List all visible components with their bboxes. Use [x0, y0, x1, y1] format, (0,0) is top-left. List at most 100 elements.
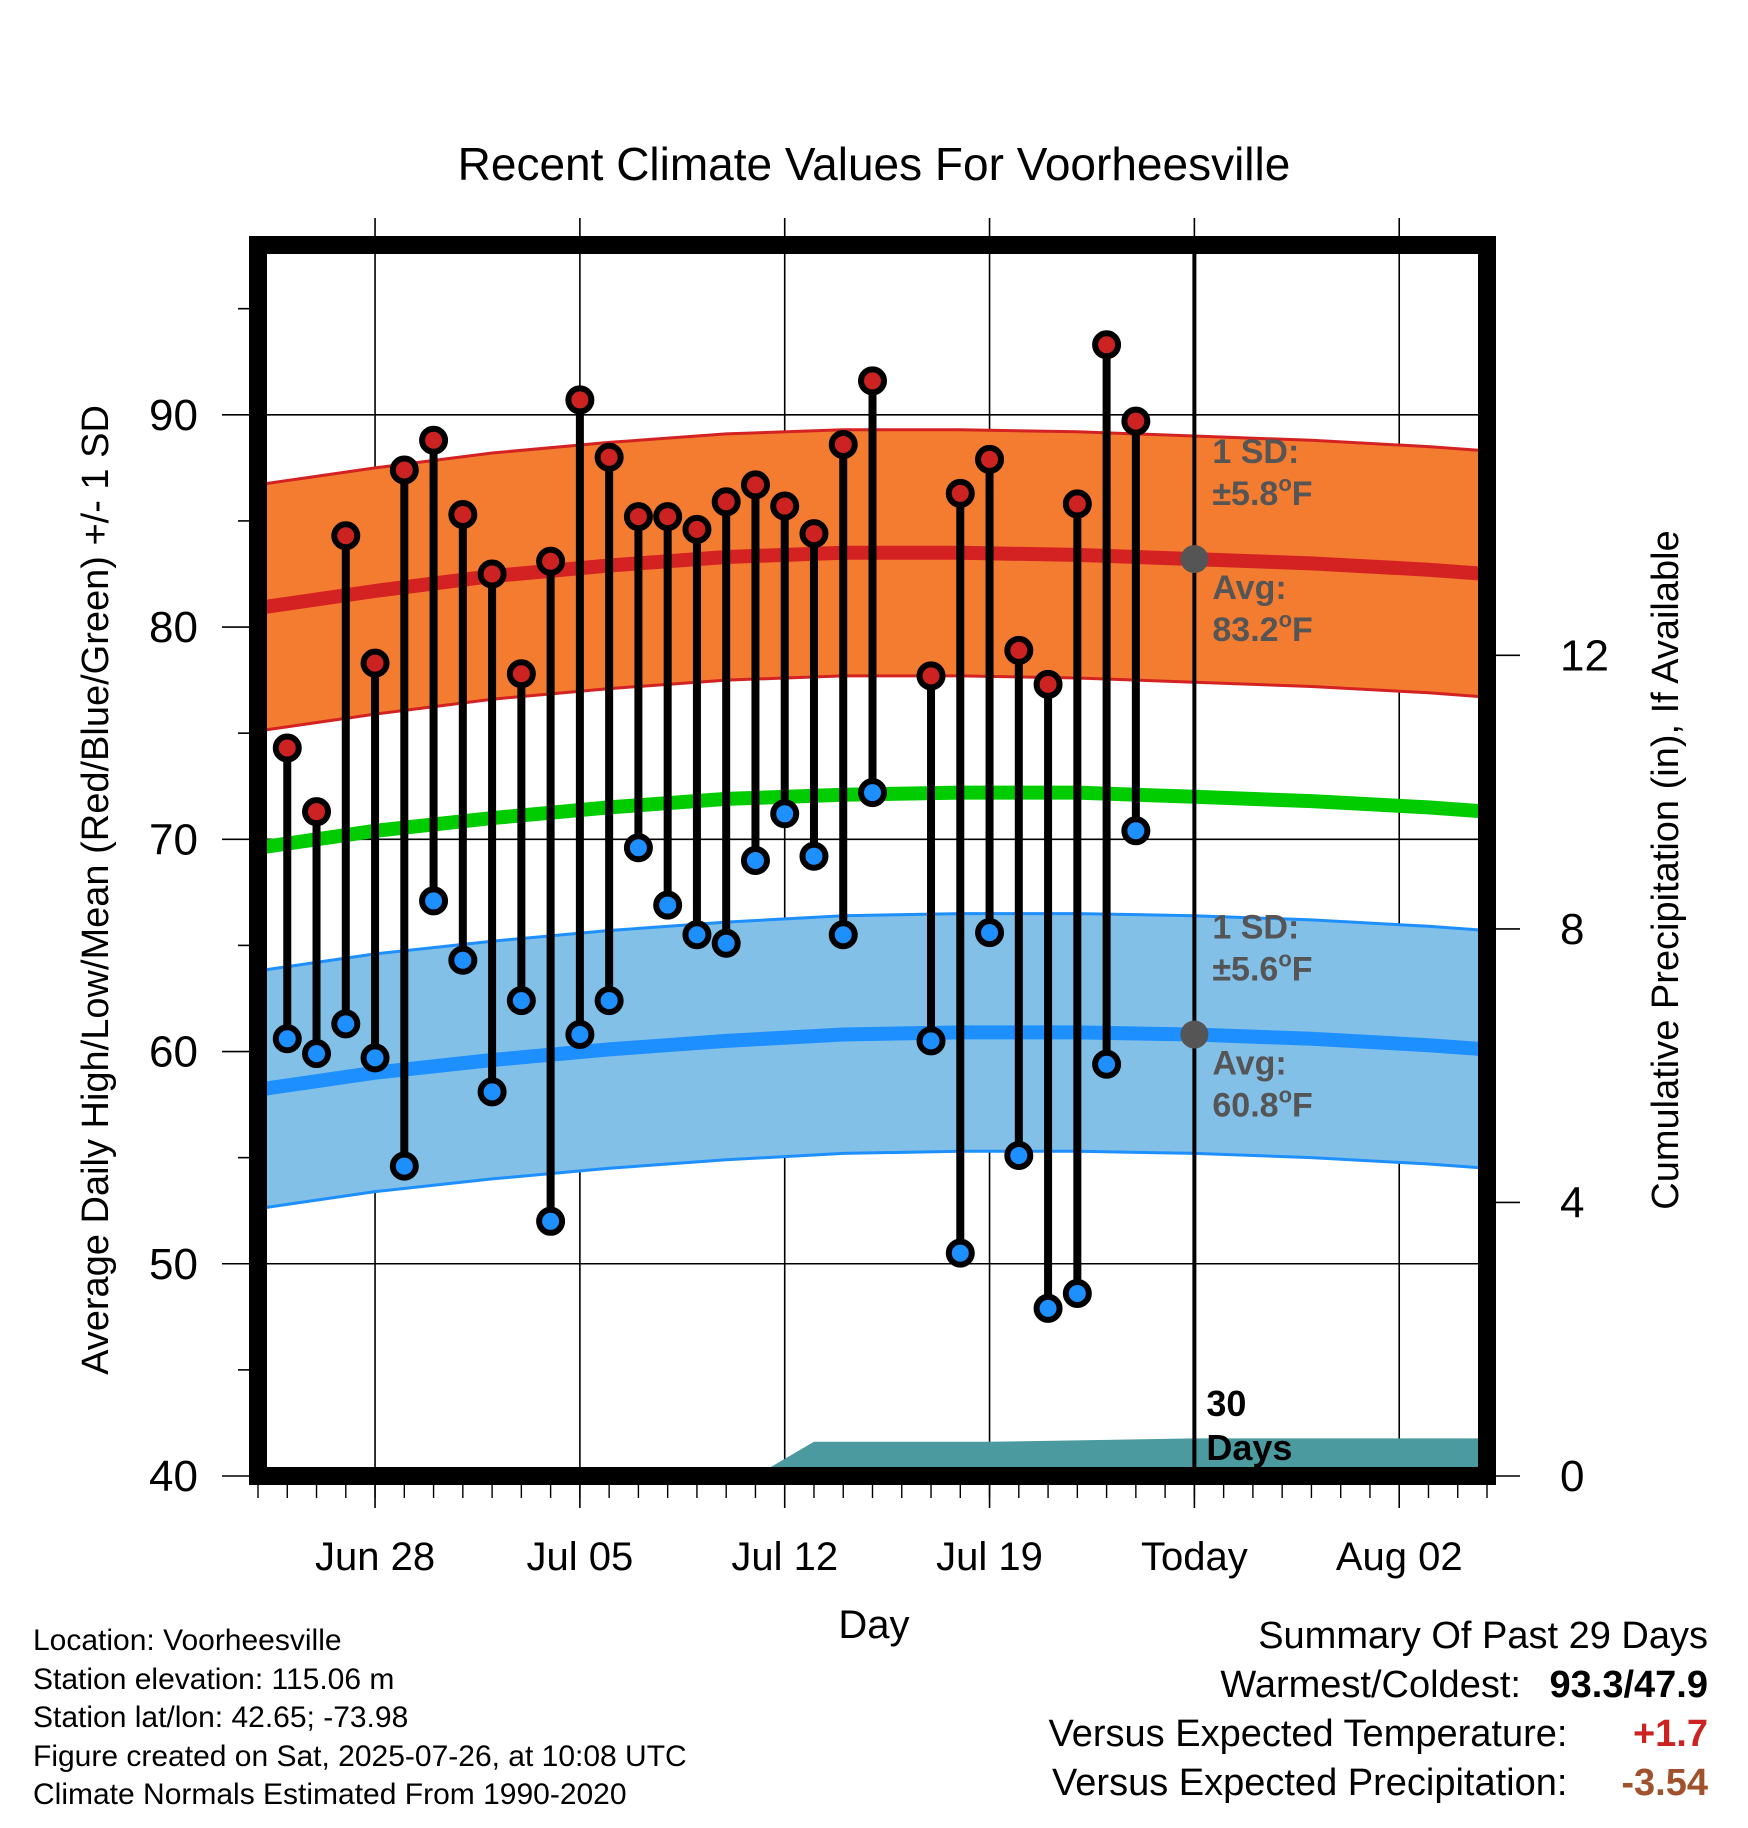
low-point-2025-07-23: [1092, 1049, 1122, 1079]
y-tick-label-60: 60: [149, 1028, 198, 1077]
high-point-2025-07-05: [565, 385, 595, 415]
low-point-2025-07-04: [536, 1206, 566, 1236]
high-normal-line: [258, 545, 1487, 615]
high-point-2025-07-17: [916, 661, 946, 691]
high-point-2025-07-04: [536, 546, 566, 576]
low-point-2025-06-26: [302, 1039, 332, 1069]
high-point-2025-07-08: [653, 502, 683, 532]
high-sd-lower-line: [258, 674, 1487, 733]
high-point-2025-07-10: [711, 487, 741, 517]
location-text: Location: Voorheesville: [33, 1624, 342, 1657]
low-avg-marker: [1180, 1020, 1209, 1049]
low-sd-value: ±5.6oF: [1212, 947, 1312, 989]
y2-tick-label-4: 4: [1560, 1178, 1584, 1227]
low-point-2025-06-29: [389, 1151, 419, 1181]
low-point-2025-07-13: [799, 841, 829, 871]
high-point-2025-07-19: [975, 444, 1005, 474]
low-point-2025-07-17: [916, 1026, 946, 1056]
temp-label: Versus Expected Temperature:: [1048, 1713, 1568, 1755]
warm-cold-value: 93.3/47.9: [1549, 1664, 1708, 1706]
low-point-2025-06-25: [272, 1024, 302, 1054]
low-point-2025-07-24: [1121, 816, 1151, 846]
low-point-2025-07-08: [653, 890, 683, 920]
precip-value: -3.54: [1621, 1762, 1708, 1804]
high-point-2025-07-15: [858, 366, 887, 396]
x-tick-label-1: Jul 05: [527, 1535, 634, 1579]
low-point-2025-07-14: [828, 920, 858, 950]
high-point-2025-07-24: [1121, 406, 1151, 436]
today-label-line2: Days: [1206, 1427, 1292, 1468]
low-point-2025-07-11: [740, 846, 770, 875]
high-point-2025-06-27: [331, 521, 361, 551]
precip-area: [258, 1438, 1487, 1476]
high-point-2025-07-12: [770, 491, 800, 521]
high-point-2025-06-30: [419, 425, 449, 455]
low-point-2025-07-09: [682, 920, 712, 950]
y2-tick-label-8: 8: [1560, 905, 1584, 954]
x-tick-label-2: Jul 12: [731, 1535, 838, 1579]
low-point-2025-07-10: [711, 928, 741, 958]
normals-text: Climate Normals Estimated From 1990-2020: [33, 1778, 627, 1811]
low-point-2025-06-28: [360, 1043, 390, 1073]
high-point-2025-07-18: [945, 478, 975, 508]
plot-frame: [249, 236, 1496, 1485]
y2-axis-label: Cumulative Precipitation (in), If Availa…: [1645, 530, 1687, 1209]
temp-value: +1.7: [1632, 1713, 1708, 1755]
low-point-2025-07-19: [975, 918, 1005, 948]
low-point-2025-07-22: [1062, 1278, 1092, 1308]
x-tick-label-4: Today: [1141, 1535, 1248, 1579]
high-point-2025-06-25: [272, 733, 302, 763]
low-point-2025-07-06: [594, 986, 624, 1016]
high-sd-value: ±5.8oF: [1212, 471, 1312, 513]
low-sd-band: [258, 913, 1487, 1209]
high-point-2025-06-29: [389, 455, 419, 485]
low-point-2025-06-30: [419, 886, 449, 916]
high-point-2025-07-03: [506, 659, 536, 689]
today-label-line1: 30: [1206, 1383, 1246, 1424]
chart-title: Recent Climate Values For Voorheesville: [458, 138, 1291, 190]
mean-normal-line: [258, 785, 1487, 855]
high-point-2025-07-22: [1062, 489, 1092, 519]
station-metadata: Location: Voorheesville Station elevatio…: [33, 1622, 687, 1815]
high-point-2025-07-07: [623, 502, 653, 532]
low-sd-label: 1 SD:: [1212, 909, 1299, 947]
precip-row: Versus Expected Precipitation: -3.54: [1049, 1759, 1708, 1808]
high-point-2025-07-20: [1004, 635, 1034, 665]
high-point-2025-07-01: [448, 500, 478, 530]
high-point-2025-07-21: [1033, 669, 1063, 699]
high-point-2025-07-14: [828, 430, 858, 460]
high-point-2025-07-11: [740, 470, 770, 500]
low-avg-value: 60.8oF: [1212, 1083, 1312, 1125]
latlon-text: Station lat/lon: 42.65; -73.98: [33, 1701, 409, 1734]
high-point-2025-07-06: [594, 442, 624, 472]
low-point-2025-07-01: [448, 945, 478, 975]
temp-row: Versus Expected Temperature: +1.7: [1049, 1710, 1708, 1759]
low-point-2025-07-12: [770, 799, 800, 829]
low-point-2025-07-02: [477, 1077, 507, 1107]
summary-panel: Summary Of Past 29 Days Warmest/Coldest:…: [1049, 1612, 1708, 1808]
x-tick-label-3: Jul 19: [936, 1535, 1043, 1579]
high-sd-upper-line: [258, 428, 1487, 487]
high-point-2025-06-26: [302, 797, 332, 827]
low-point-2025-07-15: [858, 778, 887, 808]
precip-label: Versus Expected Precipitation:: [1052, 1762, 1568, 1804]
high-point-2025-07-23: [1092, 330, 1122, 360]
summary-title: Summary Of Past 29 Days: [1258, 1615, 1708, 1657]
y-axis-label: Average Daily High/Low/Mean (Red/Blue/Gr…: [75, 405, 117, 1375]
y-tick-label-90: 90: [149, 391, 198, 440]
high-point-2025-06-28: [360, 648, 390, 678]
high-avg-value: 83.2oF: [1212, 607, 1312, 649]
low-point-2025-07-20: [1004, 1141, 1034, 1171]
low-point-2025-07-03: [506, 986, 536, 1016]
warm-cold-label: Warmest/Coldest:: [1220, 1664, 1521, 1706]
low-point-2025-07-21: [1033, 1293, 1063, 1323]
elevation-text: Station elevation: 115.06 m: [33, 1662, 395, 1696]
low-point-2025-07-05: [565, 1020, 595, 1050]
high-avg-label: Avg:: [1212, 569, 1286, 607]
low-sd-lower-line: [258, 1149, 1487, 1211]
low-point-2025-07-07: [623, 833, 653, 863]
high-point-2025-07-13: [799, 519, 829, 549]
high-point-2025-07-02: [477, 559, 507, 589]
